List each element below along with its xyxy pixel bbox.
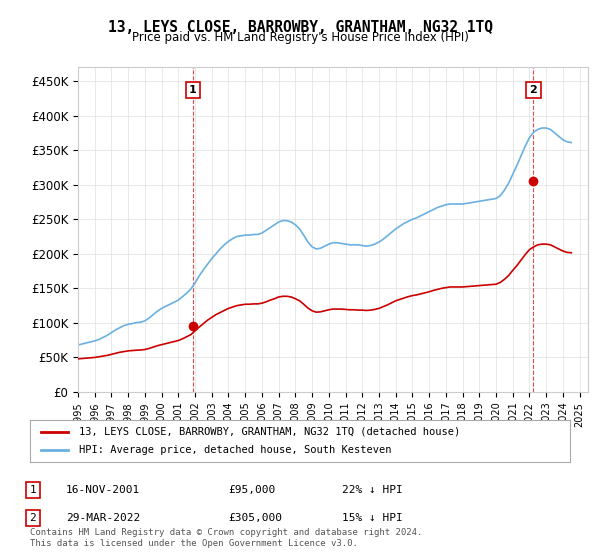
Text: 1: 1 (189, 85, 197, 95)
Text: £305,000: £305,000 (228, 513, 282, 523)
Text: 13, LEYS CLOSE, BARROWBY, GRANTHAM, NG32 1TQ: 13, LEYS CLOSE, BARROWBY, GRANTHAM, NG32… (107, 20, 493, 35)
Text: 16-NOV-2001: 16-NOV-2001 (66, 485, 140, 495)
Text: Contains HM Land Registry data © Crown copyright and database right 2024.
This d: Contains HM Land Registry data © Crown c… (30, 528, 422, 548)
Text: 13, LEYS CLOSE, BARROWBY, GRANTHAM, NG32 1TQ (detached house): 13, LEYS CLOSE, BARROWBY, GRANTHAM, NG32… (79, 427, 460, 437)
Text: HPI: Average price, detached house, South Kesteven: HPI: Average price, detached house, Sout… (79, 445, 391, 455)
Text: 29-MAR-2022: 29-MAR-2022 (66, 513, 140, 523)
Text: 2: 2 (29, 513, 37, 523)
Text: 2: 2 (530, 85, 538, 95)
Text: £95,000: £95,000 (228, 485, 275, 495)
Text: Price paid vs. HM Land Registry's House Price Index (HPI): Price paid vs. HM Land Registry's House … (131, 31, 469, 44)
Text: 22% ↓ HPI: 22% ↓ HPI (342, 485, 403, 495)
Text: 1: 1 (29, 485, 37, 495)
Text: 15% ↓ HPI: 15% ↓ HPI (342, 513, 403, 523)
